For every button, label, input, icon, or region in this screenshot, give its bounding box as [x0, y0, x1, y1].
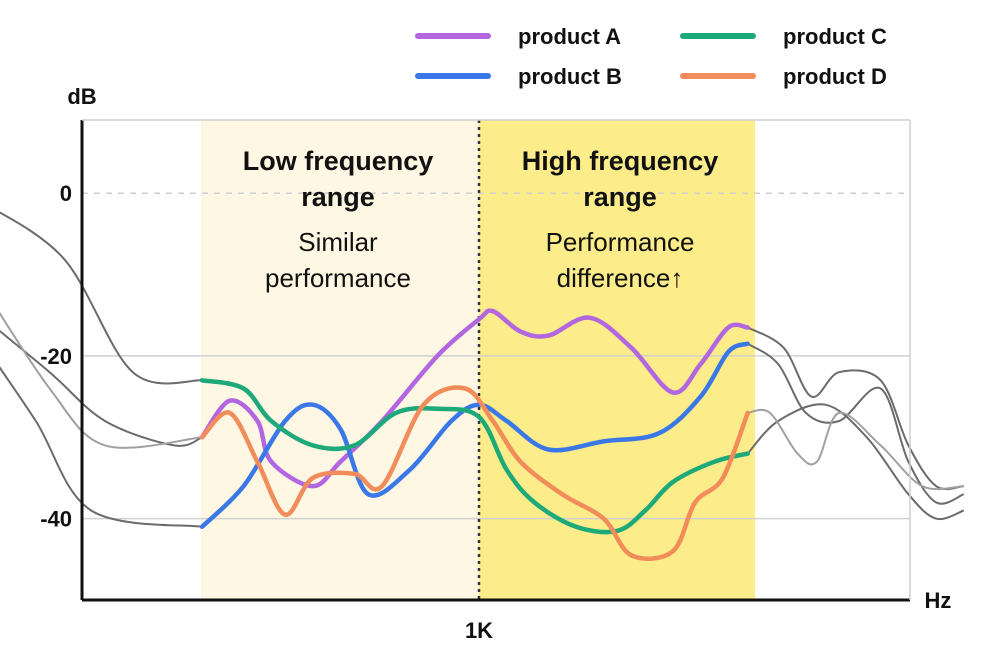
- reference-curve: [747, 326, 964, 491]
- region-subtitle: difference↑: [557, 263, 684, 293]
- x-axis-label: Hz: [925, 588, 952, 613]
- region-title: range: [583, 182, 657, 212]
- legend-label: product B: [518, 64, 622, 89]
- region-title: range: [301, 182, 375, 212]
- high-frequency-region: [479, 120, 755, 600]
- series-line: [199, 308, 750, 489]
- legend-label: product C: [783, 24, 887, 49]
- reference-curves: [0, 211, 965, 528]
- y-tick-label: 0: [60, 181, 72, 206]
- region-subtitle: Similar: [298, 227, 378, 257]
- legend-label: product A: [518, 24, 621, 49]
- reference-curve: [746, 403, 965, 521]
- y-tick-label: -40: [40, 507, 72, 532]
- reference-curve: [0, 366, 203, 528]
- region-title: Low frequency: [243, 146, 434, 176]
- legend-label: product D: [783, 64, 887, 89]
- region-title: High frequency: [522, 146, 719, 176]
- series-line: [199, 341, 750, 530]
- series-line: [199, 378, 750, 535]
- axes: 0 -20 -40 1K: [40, 119, 911, 643]
- y-axis-label: dB: [67, 84, 96, 109]
- x-tick-label: 1K: [465, 618, 493, 643]
- reference-curve: [747, 342, 965, 505]
- series-line: [199, 385, 750, 561]
- region-subtitle: performance: [265, 263, 411, 293]
- reference-curve: [0, 311, 203, 449]
- reference-curve: [747, 408, 964, 491]
- grid-lines: [82, 120, 910, 600]
- legend: product A product B product C product D: [415, 24, 887, 89]
- region-subtitle: Performance: [546, 227, 695, 257]
- y-tick-label: -20: [40, 344, 72, 369]
- series-lines: [199, 308, 750, 561]
- reference-curve: [0, 329, 203, 447]
- region-texts: Low frequency range Similar performance High…: [243, 146, 719, 293]
- reference-curve: [0, 211, 203, 385]
